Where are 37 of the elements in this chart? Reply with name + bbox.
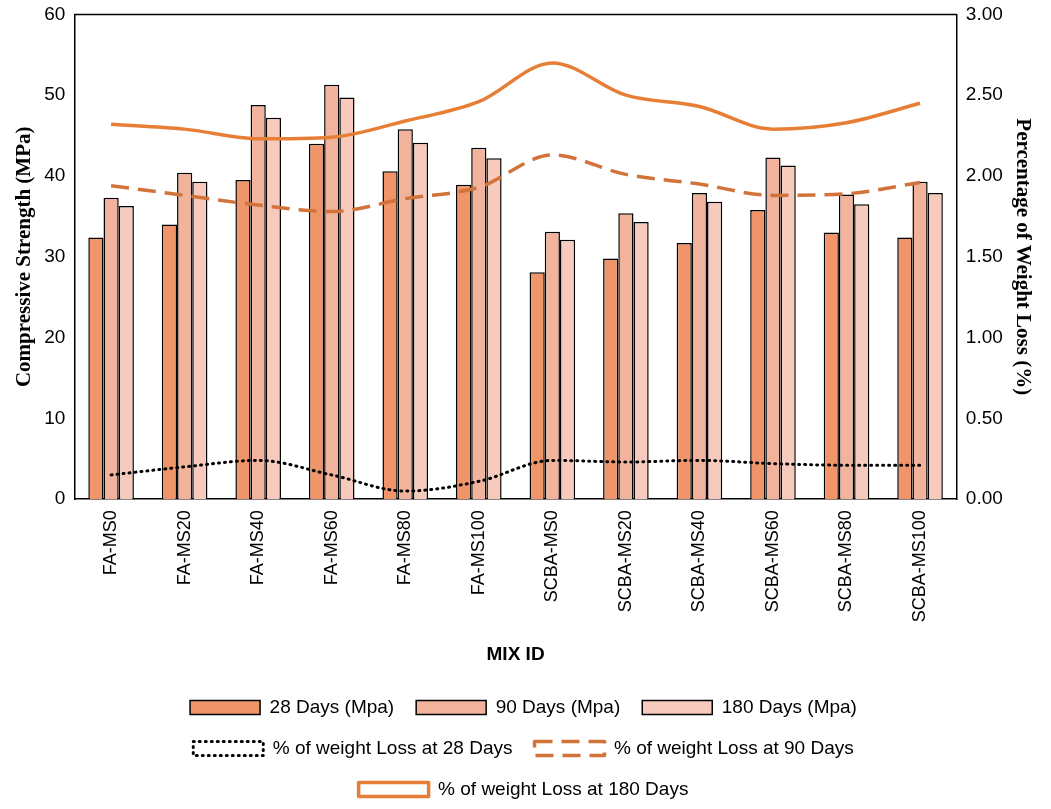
y2-tick-label: 3.00 <box>965 2 1003 24</box>
y2-tick-label: 1.50 <box>965 245 1003 267</box>
y2-tick-label: 2.00 <box>965 164 1003 186</box>
y-tick-label: 20 <box>44 325 66 347</box>
y-axis-title: Compressive Strength (MPa) <box>11 126 36 388</box>
legend-label: % of weight Loss at 180 Days <box>438 777 689 799</box>
legend-label: 90 Days (Mpa) <box>495 695 621 717</box>
y-tick-label: 30 <box>44 245 66 267</box>
x-tick-label: SCBA-MS20 <box>614 510 635 613</box>
legend-label: % of weight Loss at 90 Days <box>614 736 854 758</box>
y-tick-label: 50 <box>44 83 66 105</box>
line-series <box>109 153 922 214</box>
y-tick-label: 10 <box>44 406 66 428</box>
y-tick-label: 40 <box>44 164 66 186</box>
line-series <box>109 61 922 141</box>
x-tick-label: SCBA-MS40 <box>688 510 709 613</box>
x-tick-label: SCBA-MS60 <box>761 510 782 613</box>
y2-tick-label: 0.50 <box>965 406 1003 428</box>
y2-tick-label: 0.00 <box>965 487 1003 509</box>
x-tick-label: SCBA-MS80 <box>835 510 856 613</box>
y2-tick-label: 1.00 <box>965 325 1003 347</box>
x-axis-title: MIX ID <box>486 642 545 664</box>
y-tick-label: 0 <box>54 487 66 509</box>
x-tick-label: FA-MS0 <box>100 510 121 576</box>
x-tick-label: FA-MS20 <box>173 510 194 586</box>
x-tick-label: FA-MS100 <box>467 510 488 596</box>
y-tick-label: 60 <box>44 2 66 24</box>
legend-label: 180 Days (Mpa) <box>721 695 857 717</box>
x-tick-label: FA-MS40 <box>247 510 268 586</box>
x-tick-label: FA-MS80 <box>394 510 415 586</box>
y2-axis-title: Percentage of Weight Loss (%) <box>1011 118 1036 396</box>
legend-label: % of weight Loss at 28 Days <box>272 736 513 758</box>
y2-tick-label: 2.50 <box>965 83 1003 105</box>
x-tick-label: SCBA-MS0 <box>541 510 562 603</box>
x-tick-label: SCBA-MS100 <box>909 510 930 623</box>
legend-label: 28 Days (Mpa) <box>269 695 395 717</box>
x-tick-label: FA-MS60 <box>320 510 341 586</box>
